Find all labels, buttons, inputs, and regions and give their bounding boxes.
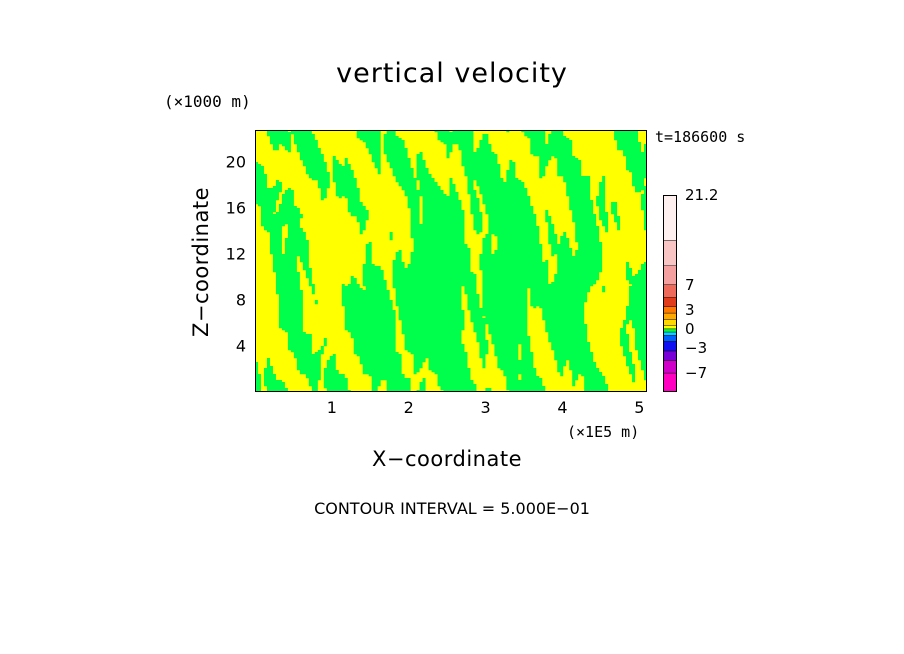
colorbar-band [663, 360, 677, 374]
x-tick-label: 1 [326, 398, 337, 417]
colorbar-band [663, 350, 677, 361]
colorbar-tick-label: 3 [685, 300, 695, 319]
x-tick-label: 2 [403, 398, 414, 417]
y-axis-label: Z−coordinate [189, 187, 213, 337]
colorbar-tick-label: 7 [685, 275, 695, 294]
y-tick-label: 12 [225, 244, 246, 264]
x-tick-label: 5 [634, 398, 645, 417]
colorbar-band [663, 341, 677, 352]
colorbar-band [663, 312, 677, 320]
colorbar-band [663, 372, 677, 392]
colorbar-tick-label: −7 [685, 364, 708, 383]
plot-frame [255, 130, 647, 392]
colorbar-band [663, 306, 677, 314]
chart-title: vertical velocity [336, 58, 568, 89]
negative-velocity-region [255, 130, 647, 392]
y-tick-label: 4 [235, 336, 246, 356]
y-tick-label: 8 [235, 290, 246, 310]
colorbar-band [663, 328, 677, 333]
colorbar-band [663, 331, 677, 336]
x-tick-label: 3 [480, 398, 491, 417]
colorbar-tick-label: 21.2 [685, 186, 719, 204]
x-axis-label: X−coordinate [372, 447, 522, 471]
colorbar-band [663, 240, 677, 266]
y-tick-label: 16 [225, 198, 246, 218]
colorbar-band [663, 325, 677, 330]
colorbar-band [663, 265, 677, 285]
colorbar-band [663, 334, 677, 342]
x-tick-label: 4 [557, 398, 568, 417]
colorbar-tick-label: −3 [685, 338, 708, 357]
colorbar-band [663, 284, 677, 298]
contour-interval-note: CONTOUR INTERVAL = 5.000E−01 [314, 499, 590, 518]
colorbar-tick-label: 0 [685, 319, 695, 338]
colorbar-band [663, 195, 677, 241]
colorbar-band [663, 297, 677, 307]
velocity-field-plot [255, 130, 647, 392]
y-axis-unit: (×1000 m) [164, 92, 251, 111]
y-tick-label: 20 [225, 152, 246, 172]
x-axis-unit: (×1E5 m) [567, 423, 640, 441]
colorbar-frame [663, 195, 677, 392]
field-negative-regions [255, 130, 647, 392]
colorbar [663, 195, 677, 392]
time-label: t=186600 s [655, 128, 746, 146]
colorbar-band [663, 319, 677, 326]
